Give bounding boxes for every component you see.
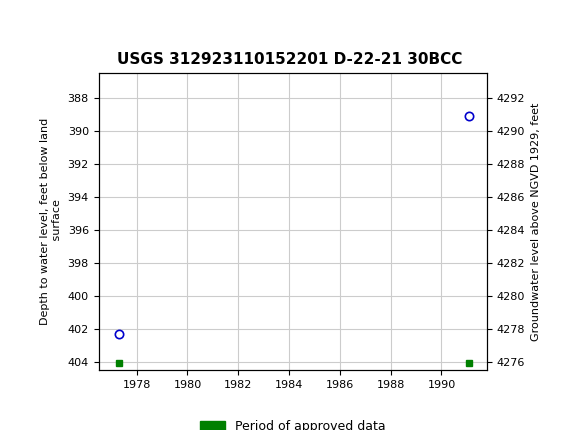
Text: ▉: ▉: [9, 12, 30, 40]
Y-axis label: Depth to water level, feet below land
 surface: Depth to water level, feet below land su…: [41, 118, 62, 325]
Text: USGS: USGS: [41, 16, 100, 35]
Text: USGS 312923110152201 D-22-21 30BCC: USGS 312923110152201 D-22-21 30BCC: [117, 52, 463, 67]
Y-axis label: Groundwater level above NGVD 1929, feet: Groundwater level above NGVD 1929, feet: [531, 102, 541, 341]
Legend: Period of approved data: Period of approved data: [195, 415, 391, 430]
